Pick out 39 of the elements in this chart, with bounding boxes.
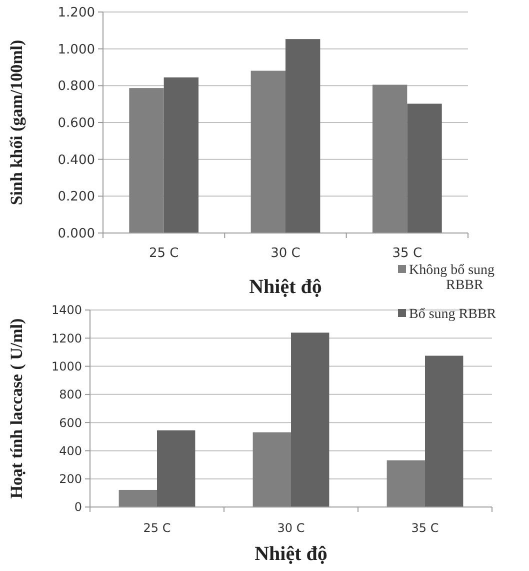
y-axis-title: Sinh khối (gam/100ml) — [7, 40, 26, 206]
x-tick-label: 30 C — [270, 246, 300, 261]
x-axis-title: Nhiệt độ — [254, 543, 328, 565]
legend-label: Bổ sung RBBR — [409, 307, 497, 322]
y-tick-label: 0 — [74, 500, 82, 514]
bar — [118, 490, 157, 507]
y-tick-label: 0.200 — [58, 190, 95, 205]
y-axis-title: Hoạt tính laccase ( U/ml) — [7, 318, 26, 499]
y-tick-label: 0.800 — [58, 79, 95, 94]
bar — [407, 104, 442, 233]
bar — [386, 460, 425, 507]
y-tick-label: 1400 — [51, 303, 82, 318]
y-tick-label: 800 — [59, 388, 82, 402]
y-tick-label: 600 — [59, 416, 82, 430]
legend-label: Không bổ sung RBBR — [409, 263, 495, 293]
x-axis-title: Nhiệt độ — [249, 276, 322, 298]
y-tick-label: 1.200 — [58, 6, 95, 21]
bar — [157, 430, 196, 507]
bar — [129, 88, 164, 233]
y-tick-label: 200 — [59, 472, 82, 486]
y-tick-label: 0.000 — [58, 226, 95, 242]
bar — [164, 77, 199, 233]
x-tick-label: 30 C — [277, 521, 305, 535]
y-tick-label: 1.000 — [58, 42, 95, 58]
y-tick-label: 400 — [59, 444, 82, 458]
bar — [425, 356, 464, 507]
bar — [372, 84, 408, 233]
x-tick-label: 25 C — [143, 521, 171, 535]
y-tick-label: 1200 — [51, 331, 82, 346]
x-tick-label: 35 C — [392, 246, 422, 261]
bar — [252, 432, 291, 507]
x-tick-label: 35 C — [411, 521, 439, 535]
y-tick-label: 0.400 — [58, 152, 95, 168]
bar — [250, 70, 286, 233]
bar — [286, 39, 320, 233]
x-tick-label: 25 C — [148, 246, 179, 261]
y-tick-label: 1000 — [51, 359, 82, 374]
y-tick-label: 0.600 — [58, 116, 95, 132]
bar — [291, 332, 330, 507]
